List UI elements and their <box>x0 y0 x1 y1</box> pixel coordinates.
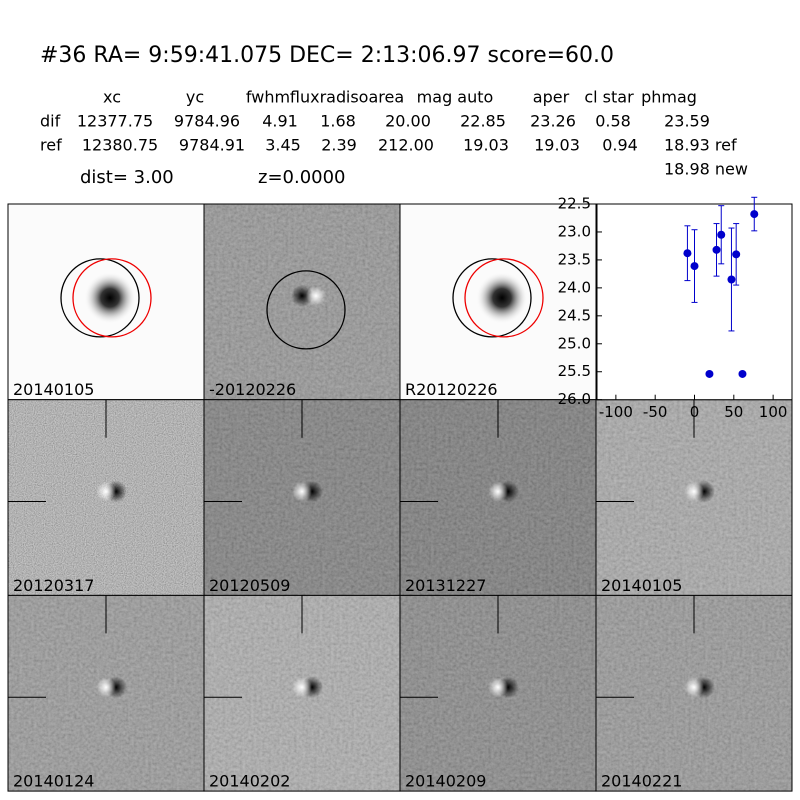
image-panel: R20120226 <box>399 203 597 401</box>
column-header: fluxrad <box>290 88 346 107</box>
y-tick-label: 24.5 <box>558 306 591 324</box>
column-header: fwhm <box>246 88 290 107</box>
source <box>476 271 528 324</box>
data-point <box>717 230 726 239</box>
image-panel: 20140221 <box>595 594 793 792</box>
panel-frame <box>595 594 793 792</box>
y-tick-label: 24.0 <box>558 278 591 296</box>
source-positive <box>96 677 116 698</box>
table-cell: 23.59 <box>664 112 710 131</box>
source-positive <box>488 677 508 698</box>
column-header: isoarea <box>346 88 404 107</box>
source <box>84 271 136 324</box>
image-panel: 20120317 <box>7 399 205 596</box>
table-cell: 19.03 <box>534 136 580 155</box>
data-point <box>727 275 736 284</box>
panel-label: 20140209 <box>405 772 486 791</box>
column-header: aper <box>533 88 570 107</box>
table-cell: 18.93 ref <box>664 136 737 155</box>
table-cell: 9784.91 <box>179 136 245 155</box>
table-cell: 12380.75 <box>82 136 158 155</box>
source-negative <box>291 284 313 307</box>
redshift: z=0.0000 <box>258 167 346 188</box>
table-cell: 0.94 <box>602 136 638 155</box>
source-positive <box>306 285 326 306</box>
x-tick-label: 50 <box>724 403 743 421</box>
table-cell: 1.68 <box>320 112 356 131</box>
y-tick-label: 23.0 <box>558 222 591 240</box>
panel-label: 20140105 <box>601 576 682 595</box>
data-point <box>712 245 721 254</box>
source-positive <box>684 481 704 502</box>
y-tick-label: 22.5 <box>558 195 591 213</box>
panel-label: 20140105 <box>13 380 94 399</box>
table-cell: 2.39 <box>321 136 357 155</box>
data-point <box>683 249 692 258</box>
y-tick-label: 23.5 <box>558 250 591 268</box>
image-panel: 20131227 <box>399 399 597 596</box>
panel-label: 20131227 <box>405 576 486 595</box>
image-panel: 20140105 <box>7 203 205 401</box>
column-header: phmag <box>641 88 697 107</box>
data-point <box>690 262 699 271</box>
source-positive <box>684 677 704 698</box>
x-tick-label: 100 <box>759 403 788 421</box>
source-positive <box>96 481 116 502</box>
image-panel: 20140209 <box>399 594 597 792</box>
panel-label: 20140124 <box>13 772 94 791</box>
aperture-ref <box>72 258 152 338</box>
aperture-ref <box>464 258 544 338</box>
y-tick-label: 26.0 <box>558 390 591 408</box>
table-cell: 19.03 <box>463 136 509 155</box>
phmag-new: 18.98 new <box>664 160 748 179</box>
x-tick-label: 0 <box>690 403 700 421</box>
table-cell: 0.58 <box>595 112 631 131</box>
table-cell: 22.85 <box>460 112 506 131</box>
table-cell: 23.26 <box>530 112 576 131</box>
image-panel: -20120226 <box>203 203 401 401</box>
table-cell: 20.00 <box>385 112 431 131</box>
table-cell: 4.91 <box>262 112 298 131</box>
column-header: xc <box>103 88 121 107</box>
y-tick-label: 25.0 <box>558 334 591 352</box>
source-positive <box>488 481 508 502</box>
data-point <box>732 250 741 259</box>
source-positive <box>292 677 312 698</box>
data-point <box>738 369 747 378</box>
row-label: ref <box>40 136 62 155</box>
table-cell: 212.00 <box>378 136 434 155</box>
panel-label: 20140221 <box>601 772 682 791</box>
table-cell: 12377.75 <box>77 112 153 131</box>
x-tick-label: -100 <box>599 403 633 421</box>
aperture <box>266 270 346 350</box>
panel-label: R20120226 <box>405 380 498 399</box>
image-panel: 20120509 <box>203 399 401 596</box>
y-tick-label: 25.5 <box>558 362 591 380</box>
data-point <box>705 369 714 378</box>
column-header: yc <box>186 88 204 107</box>
table-cell: 9784.96 <box>174 112 240 131</box>
table-cell: 3.45 <box>265 136 301 155</box>
column-header: mag auto <box>417 88 494 107</box>
aperture <box>452 258 532 338</box>
image-panel: 20140202 <box>203 594 401 792</box>
dist: dist= 3.00 <box>80 167 174 188</box>
title: #36 RA= 9:59:41.075 DEC= 2:13:06.97 scor… <box>40 43 614 68</box>
column-header: cl star <box>584 88 634 107</box>
image-panel: 20140105 <box>595 399 793 596</box>
panel-label: -20120226 <box>209 380 296 399</box>
row-label: dif <box>40 112 61 131</box>
x-tick-label: -50 <box>643 403 668 421</box>
panel-label: 20120317 <box>13 576 94 595</box>
data-point <box>750 210 759 219</box>
source-positive <box>292 481 312 502</box>
panel-label: 20140202 <box>209 772 290 791</box>
image-panel: 20140124 <box>7 594 205 792</box>
panel-label: 20120509 <box>209 576 290 595</box>
aperture <box>60 258 140 338</box>
